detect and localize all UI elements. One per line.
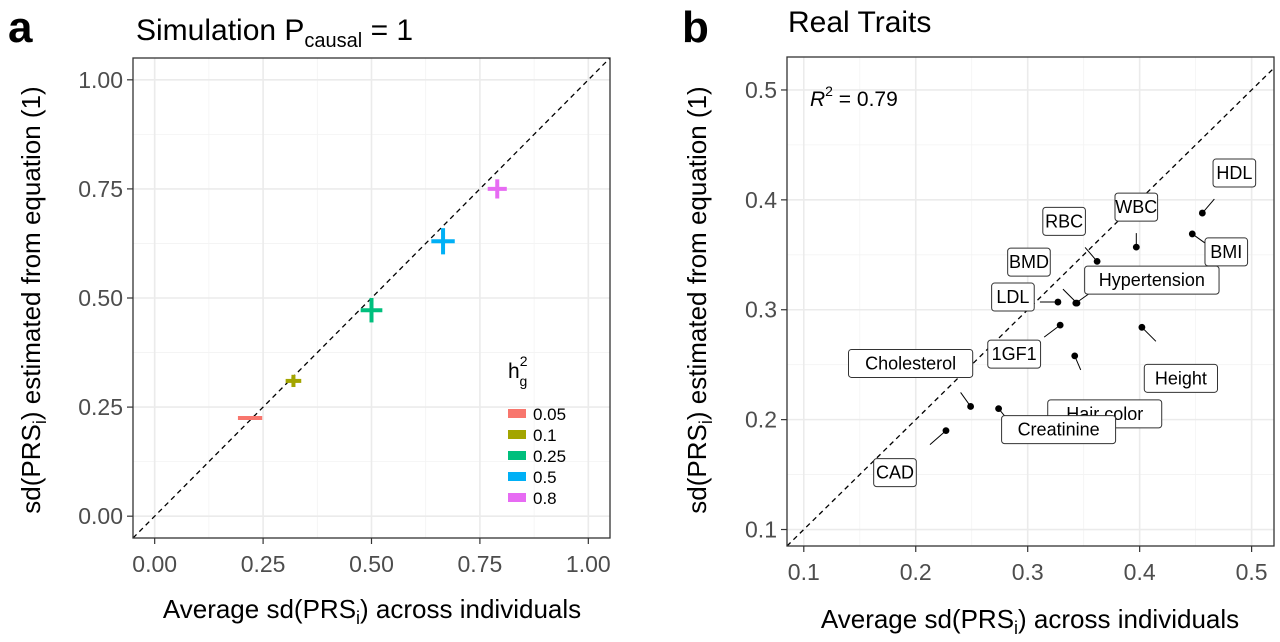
y-tick-label: 0.2 [745,407,777,433]
label-box-cholesterol [848,348,974,378]
point-h2g-0.5 [431,228,455,255]
label-box-creatinine [1001,415,1117,445]
panel-b-title: Real Traits [788,6,931,39]
legend-label: 0.05 [533,405,566,424]
legend-label: 0.8 [533,489,557,508]
panel-b-xlabel: Average sd(PRSi) across individuals [821,604,1239,638]
x-tick-label: 0.5 [1236,559,1268,585]
label-box-hypertension [1084,265,1220,295]
label-cholesterol: Cholesterol [865,353,956,373]
panel-b-ylabel: sd(PRSi) estimated from equation (1) [682,86,716,513]
label-hdl: HDL [1216,163,1252,183]
label-wbc: WBC [1115,197,1157,217]
legend-key [508,493,526,502]
y-tick-label: 0.75 [78,176,123,202]
y-tick-label: 1.00 [78,67,123,93]
y-tick-label: 0.50 [78,285,123,311]
label-leader [960,392,972,407]
label-box-bmd [1007,247,1051,277]
y-tick-label: 0.5 [745,77,777,103]
point-h2g-0.05 [237,416,263,420]
label-leader [1043,324,1061,338]
panel-b-letter: b [682,3,709,52]
point-h2g-0.1 [285,374,302,388]
y-tick-label: 0.25 [78,394,123,420]
x-tick-label: 0.50 [349,551,394,577]
label-leader [1084,247,1098,262]
legend-label: 0.1 [533,426,557,445]
label-box-ldl [991,282,1035,312]
panel-a-ylabel: sd(PRSi) estimated from equation (1) [16,86,50,513]
point-h2g-0.25 [360,298,383,323]
label-leader [1201,198,1215,214]
r-squared-annotation: R2 = 0.79 [810,83,898,111]
legend-label: 0.25 [533,447,566,466]
x-tick-label: 1.00 [566,551,611,577]
legend-key [508,409,526,418]
x-tick-label: 0.75 [458,551,503,577]
label-leader [1141,326,1157,342]
x-tick-label: 0.3 [1012,559,1044,585]
label-cad: CAD [876,463,914,483]
label-box-height [1143,363,1218,393]
x-tick-label: 0.4 [1124,559,1156,585]
legend-label: 0.5 [533,468,557,487]
label-hypertension: Hypertension [1099,270,1205,290]
label-box-rbc [1042,206,1086,236]
label-height: Height [1155,368,1207,388]
label-box-cad [873,458,917,488]
label-box-bmi [1204,237,1249,267]
legend: h2 g 0.05 0.1 0.25 0.5 0.8 [508,353,566,508]
y-tick-label: 0.4 [745,187,777,213]
label-box-1gf1 [987,339,1042,369]
label-box-wbc [1114,192,1159,222]
label-leader [1074,355,1082,371]
x-tick-label: 0.1 [788,559,820,585]
legend-key [508,472,526,481]
label-bmi: BMI [1210,242,1242,262]
x-tick-label: 0.25 [241,551,286,577]
label-leader [1191,233,1207,245]
x-tick-label: 0.2 [900,559,932,585]
label-box-hdl [1212,158,1257,188]
reference-line [786,67,1275,547]
label-creatinine: Creatinine [1018,420,1100,440]
legend-key [508,430,526,439]
panel-b-border [786,56,1275,547]
label-1gf1: 1GF1 [992,344,1037,364]
legend-key [508,451,526,460]
x-tick-label: 0.00 [132,551,177,577]
panel-b: b Real Traits HDL BMI WBC RBC BMD Hypertensio… [682,3,1275,638]
panel-a-letter: a [8,3,33,52]
panel-a-title: Simulation Pcausal = 1 [136,14,413,52]
label-bmd: BMD [1009,252,1049,272]
label-leader [929,430,947,445]
label-leader [1062,288,1078,304]
y-tick-label: 0.1 [745,517,777,543]
label-rbc: RBC [1045,211,1083,231]
reference-line [132,57,611,539]
panel-a-xlabel: Average sd(PRSi) across individuals [163,594,581,628]
label-ldl: LDL [996,287,1029,307]
legend-title: h2 g [508,353,528,389]
y-tick-label: 0.3 [745,297,777,323]
panel-a: a Simulation Pcausal = 1 0.00 0.25 0.50 0.7… [8,3,611,628]
y-tick-label: 0.00 [78,503,123,529]
point-h2g-0.8 [487,179,507,199]
label-leader [1075,292,1091,304]
